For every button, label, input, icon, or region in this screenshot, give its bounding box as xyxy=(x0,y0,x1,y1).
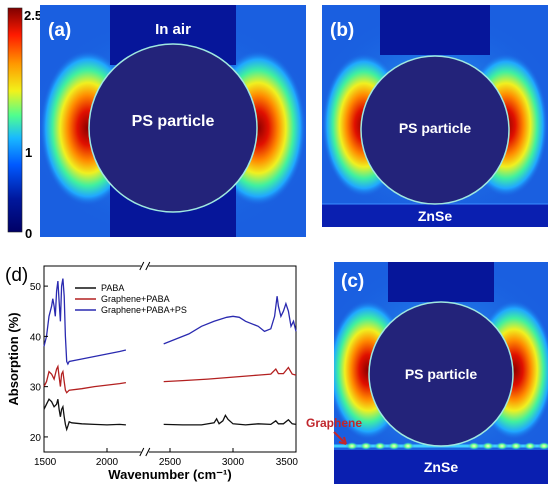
axis-break-slash-0-0 xyxy=(139,261,145,271)
colorbar-mid-label: 1 xyxy=(25,145,32,160)
panel-b-particle xyxy=(360,55,510,205)
panel-a-medium-label: In air xyxy=(155,21,191,38)
colorbar-min-label: 0 xyxy=(25,226,32,241)
axis-break-marks xyxy=(139,261,151,457)
legend-label-graphene-paba: Graphene+PABA xyxy=(101,294,170,304)
panel-c-top-lobe xyxy=(388,262,494,302)
y-axis-label: Absorption (%) xyxy=(6,312,21,405)
graphene-arrow-icon xyxy=(333,431,347,445)
legend-label-graphene-paba-ps: Graphene+PABA+PS xyxy=(101,305,187,315)
panel-c-graphene-hotspots xyxy=(346,442,548,450)
panel-c-substrate xyxy=(334,450,548,484)
plot-ticks: 1500 2000 2500 3000 3500 20 30 40 50 xyxy=(30,282,299,468)
panel-c-particle-label: PS particle xyxy=(405,366,478,382)
panel-c: (c) PS particle ZnSe xyxy=(334,262,548,484)
plot-lines xyxy=(43,278,297,432)
series-line-0-segment-1 xyxy=(163,413,297,426)
panel-a: (a) In air PS particle xyxy=(40,5,306,237)
y-tick-label-2: 40 xyxy=(30,332,42,343)
panel-b-substrate xyxy=(322,204,548,227)
series-line-2-segment-1 xyxy=(163,296,297,345)
x-tick-label-3: 3000 xyxy=(222,457,245,468)
panel-c-particle xyxy=(368,301,514,447)
series-line-1-segment-0 xyxy=(43,364,127,394)
axis-break-gap-1 xyxy=(140,449,149,455)
panel-b-letter: (b) xyxy=(330,20,354,41)
panel-a-letter: (a) xyxy=(48,20,71,41)
axis-break-slash-0-1 xyxy=(145,261,151,271)
panel-c-letter: (c) xyxy=(341,271,364,292)
series-line-0-segment-0 xyxy=(43,398,126,432)
x-axis-label: Wavenumber (cm⁻¹) xyxy=(108,467,231,482)
axis-break-slash-1-1 xyxy=(145,447,151,457)
axis-break-slash-1-0 xyxy=(139,447,145,457)
series-line-2-segment-0 xyxy=(43,278,127,366)
panel-c-graphene-label: Graphene xyxy=(306,416,362,430)
x-tick-label-0: 1500 xyxy=(34,457,57,468)
colorbar-gradient xyxy=(7,7,23,233)
colorbar-max-label: 2.5 xyxy=(24,8,42,23)
panel-a-particle-label: PS particle xyxy=(132,113,215,130)
panel-d-letter: (d) xyxy=(5,265,28,286)
panel-c-substrate-label: ZnSe xyxy=(424,459,458,475)
panel-b-top-lobe xyxy=(380,5,490,55)
legend: PABA Graphene+PABA Graphene+PABA+PS xyxy=(75,283,187,315)
x-tick-label-4: 3500 xyxy=(276,457,299,468)
y-tick-label-1: 30 xyxy=(30,383,42,394)
panel-d: (d) 1500 2000 2500 3000 3500 20 30 40 50 PABA Gr… xyxy=(5,261,299,482)
axis-break-gap-0 xyxy=(140,263,149,269)
legend-label-paba: PABA xyxy=(101,283,124,293)
y-tick-label-3: 50 xyxy=(30,282,42,293)
panel-a-particle xyxy=(88,43,258,213)
series-line-1-segment-1 xyxy=(163,366,297,383)
x-tick-label-1: 2000 xyxy=(96,457,119,468)
y-tick-label-0: 20 xyxy=(30,433,42,444)
colorbar: 2.5 1 0 xyxy=(7,7,42,241)
panel-b: (b) PS particle ZnSe xyxy=(322,5,548,227)
panel-b-substrate-label: ZnSe xyxy=(418,208,452,224)
panel-b-particle-label: PS particle xyxy=(399,120,472,136)
x-tick-label-2: 2500 xyxy=(159,457,182,468)
